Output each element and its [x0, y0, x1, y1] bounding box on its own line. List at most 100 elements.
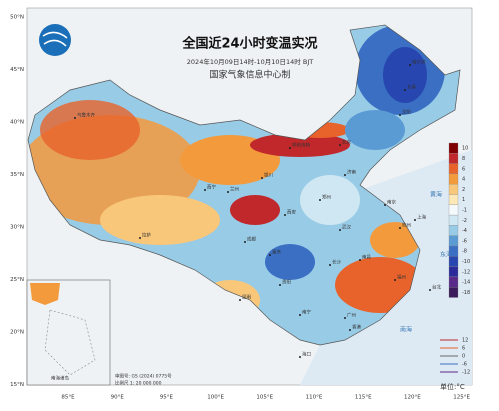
legend-swatch: [448, 266, 459, 278]
lat-label: 40°N: [10, 120, 24, 126]
lon-label: 90°E: [111, 395, 125, 401]
city-dot: [339, 144, 341, 146]
lon-label: 85°E: [61, 395, 75, 401]
city-label: 兰州: [230, 186, 239, 193]
city-label: 台北: [432, 284, 441, 291]
city-dot: [289, 147, 291, 149]
city-dot: [429, 289, 431, 291]
scale: 比例尺 1: 20 000 000: [115, 380, 162, 387]
city-dot: [239, 299, 241, 301]
line-legend-label: 12: [462, 338, 468, 344]
city-label: 西宁: [207, 184, 216, 191]
inset-label: 南海诸岛: [51, 375, 69, 382]
legend-swatch: [448, 173, 459, 185]
legend-label: -18: [462, 290, 470, 296]
lat-label: 20°N: [10, 330, 24, 336]
city-label: 乌鲁木齐: [77, 112, 95, 119]
city-label: 上海: [417, 214, 426, 221]
legend-label: -12: [462, 269, 470, 275]
city-dot: [244, 241, 246, 243]
legend-swatch: [448, 287, 459, 298]
city-label: 昆明: [242, 295, 251, 301]
lon-label: 105°E: [256, 395, 273, 401]
city-label: 广州: [347, 312, 356, 319]
city-dot: [339, 229, 341, 231]
legend-label: -8: [462, 249, 467, 255]
legend-label: 8: [462, 156, 465, 162]
legend-swatch: [448, 184, 459, 195]
city-label: 杭州: [402, 222, 411, 229]
sea-label: 黄海: [430, 191, 442, 199]
city-dot: [394, 279, 396, 281]
city-dot: [344, 174, 346, 176]
city-label: 香港: [352, 324, 361, 331]
lat-label: 15°N: [10, 382, 24, 388]
legend-unit: 单位:°C: [440, 382, 465, 391]
legend-swatch: [448, 153, 459, 164]
legend-swatch: [448, 245, 459, 257]
legend-label: -4: [462, 228, 467, 234]
legend-label: 1: [462, 197, 465, 203]
legend-swatch: [448, 256, 459, 267]
city-label: 拉萨: [142, 232, 151, 239]
legend-swatch: [448, 225, 459, 236]
city-dot: [384, 204, 386, 206]
city-dot: [204, 189, 206, 191]
producer: 国家气象信息中心制: [209, 69, 290, 81]
legend-swatch: [448, 235, 459, 247]
legend-label: 6: [462, 166, 465, 172]
city-label: 长春: [407, 84, 416, 91]
lon-label: 120°E: [404, 395, 421, 401]
lon-label: 100°E: [207, 395, 224, 401]
city-dot: [359, 259, 361, 261]
lon-label: 125°E: [453, 395, 470, 401]
legend-label: 2: [462, 187, 465, 193]
city-label: 哈尔滨: [412, 59, 426, 66]
lon-label: 95°E: [160, 395, 174, 401]
city-dot: [404, 89, 406, 91]
city-dot: [399, 227, 401, 229]
city-label: 南京: [387, 199, 396, 206]
subtitle: 2024年10月09日14时-10月10日14时 BJT: [187, 57, 313, 66]
city-dot: [279, 284, 281, 286]
title: 全国近24小时变温实况: [181, 36, 317, 52]
lat-label: 45°N: [10, 67, 24, 73]
city-dot: [409, 64, 411, 66]
city-label: 银川: [264, 172, 273, 179]
city-label: 重庆: [272, 249, 281, 256]
city-dot: [74, 117, 76, 119]
city-dot: [299, 314, 301, 316]
city-label: 郑州: [322, 194, 331, 201]
legend-label: -2: [462, 218, 467, 224]
city-label: 南昌: [362, 254, 371, 261]
city-dot: [269, 254, 271, 256]
legend-swatch: [448, 142, 459, 154]
city-dot: [299, 356, 301, 358]
city-label: 武汉: [342, 224, 351, 231]
lat-label: 50°N: [10, 15, 24, 21]
sea: [300, 150, 472, 385]
legend-swatch: [448, 163, 459, 175]
legend-label: -1: [462, 207, 467, 213]
line-legend-label: 0: [462, 354, 465, 360]
line-legend-label: -6: [462, 362, 467, 368]
legend-swatch: [448, 194, 459, 205]
legend-label: -6: [462, 238, 467, 244]
sea-label: 东海: [440, 251, 452, 259]
city-label: 济南: [347, 169, 356, 176]
city-label: 成都: [247, 236, 256, 243]
legend-swatch: [448, 204, 459, 216]
lon-label: 110°E: [306, 395, 323, 401]
legend-label: -14: [462, 280, 470, 286]
sea-label: 南海: [400, 326, 412, 334]
city-dot: [399, 114, 401, 116]
city-dot: [349, 329, 351, 331]
city-dot: [227, 191, 229, 193]
lon-label: 115°E: [355, 395, 372, 401]
city-label: 呼和浩特: [292, 142, 310, 149]
lat-label: 25°N: [10, 277, 24, 283]
city-dot: [261, 177, 263, 179]
city-label: 西安: [287, 209, 296, 216]
city-dot: [414, 219, 416, 221]
